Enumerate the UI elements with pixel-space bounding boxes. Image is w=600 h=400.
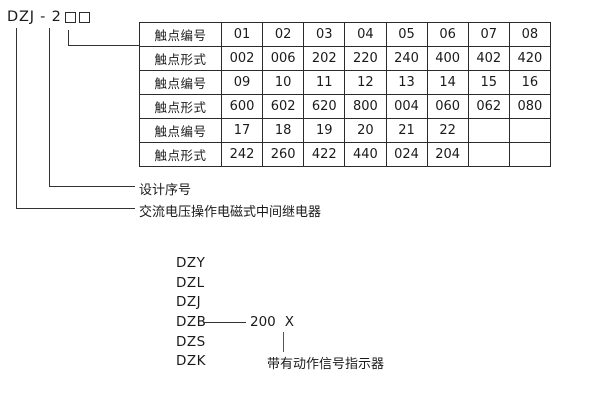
relay-description-connector-line (16, 28, 135, 209)
value-cell (508, 118, 552, 143)
row-label-cell: 触点形式 (139, 94, 222, 119)
value-cell: 22 (426, 118, 469, 143)
value-cell: 16 (508, 70, 552, 95)
value-cell (467, 142, 510, 167)
value-cell: 15 (467, 70, 510, 95)
contact-code-table: 触点编号 01 02 03 04 05 06 07 08 触点形式 002 00… (139, 22, 552, 167)
table-row: 触点编号 09 10 11 12 13 14 15 16 (139, 70, 552, 95)
value-cell: 062 (467, 94, 510, 119)
value-cell (467, 118, 510, 143)
table-row: 触点编号 17 18 19 20 21 22 (139, 118, 552, 143)
value-cell: 602 (262, 94, 305, 119)
row-label-cell: 触点形式 (139, 142, 222, 167)
value-cell (508, 142, 552, 167)
value-cell: 06 (426, 22, 469, 47)
value-cell: 004 (385, 94, 428, 119)
value-cell: 006 (262, 46, 305, 71)
value-cell: 10 (262, 70, 305, 95)
relay-description-label: 交流电压操作电磁式中间继电器 (139, 205, 322, 220)
value-cell: 060 (426, 94, 469, 119)
value-cell: 09 (220, 70, 264, 95)
value-cell: 02 (262, 22, 305, 47)
value-cell: 13 (385, 70, 428, 95)
dzb-suffix-code: 200 (250, 314, 276, 330)
indicator-note-label: 带有动作信号指示器 (267, 357, 385, 372)
row-label-cell: 触点编号 (139, 70, 222, 95)
value-cell: 04 (344, 22, 387, 47)
code-placeholder-box-2 (78, 12, 90, 23)
value-cell: 260 (262, 142, 305, 167)
model-code-row: DZJ - 2 (7, 9, 90, 25)
x-connector-line (283, 332, 284, 352)
value-cell: 05 (385, 22, 428, 47)
value-cell: 002 (220, 46, 264, 71)
value-cell: 08 (508, 22, 552, 47)
value-cell: 14 (426, 70, 469, 95)
value-cell: 402 (467, 46, 510, 71)
row-label-cell: 触点编号 (139, 118, 222, 143)
value-cell: 17 (220, 118, 264, 143)
code-placeholder-box-1 (64, 12, 76, 23)
model-list-item-dzb: DZB (176, 313, 207, 330)
model-family-list: DZY DZL DZJ DZB DZS DZK (176, 253, 206, 371)
value-cell: 420 (508, 46, 552, 71)
value-cell: 202 (303, 46, 346, 71)
design-series-label: 设计序号 (139, 183, 192, 198)
design-series-connector-line (49, 28, 135, 187)
table-row: 触点编号 01 02 03 04 05 06 07 08 (139, 22, 552, 47)
model-list-item-dzk: DZK (176, 353, 206, 370)
dzb-dash-line (203, 322, 246, 323)
value-cell: 18 (262, 118, 305, 143)
row-label-cell: 触点编号 (139, 22, 222, 47)
model-list-item-dzy: DZY (176, 254, 206, 271)
dzb-suffix-group: 200 X (250, 314, 294, 330)
dzb-suffix-x: X (284, 314, 295, 330)
value-cell: 240 (385, 46, 428, 71)
value-cell: 220 (344, 46, 387, 71)
value-cell: 01 (220, 22, 264, 47)
table-row: 触点形式 242 260 422 440 024 204 (139, 142, 552, 167)
value-cell: 800 (344, 94, 387, 119)
value-cell: 422 (303, 142, 346, 167)
value-cell: 620 (303, 94, 346, 119)
value-cell: 440 (344, 142, 387, 167)
model-list-item-dzj: DZJ (176, 294, 202, 311)
value-cell: 080 (508, 94, 552, 119)
table-row: 触点形式 002 006 202 220 240 400 402 420 (139, 46, 552, 71)
value-cell: 20 (344, 118, 387, 143)
value-cell: 600 (220, 94, 264, 119)
value-cell: 400 (426, 46, 469, 71)
value-cell: 07 (467, 22, 510, 47)
row-label-cell: 触点形式 (139, 46, 222, 71)
value-cell: 21 (385, 118, 428, 143)
model-list-item-dzl: DZL (176, 274, 205, 291)
table-row: 触点形式 600 602 620 800 004 060 062 080 (139, 94, 552, 119)
value-cell: 242 (220, 142, 264, 167)
model-code-text: DZJ - 2 (7, 9, 62, 25)
value-cell: 19 (303, 118, 346, 143)
value-cell: 11 (303, 70, 346, 95)
value-cell: 024 (385, 142, 428, 167)
model-list-item-dzs: DZS (176, 333, 206, 350)
value-cell: 204 (426, 142, 469, 167)
table-connector-line (68, 30, 140, 46)
value-cell: 03 (303, 22, 346, 47)
value-cell: 12 (344, 70, 387, 95)
